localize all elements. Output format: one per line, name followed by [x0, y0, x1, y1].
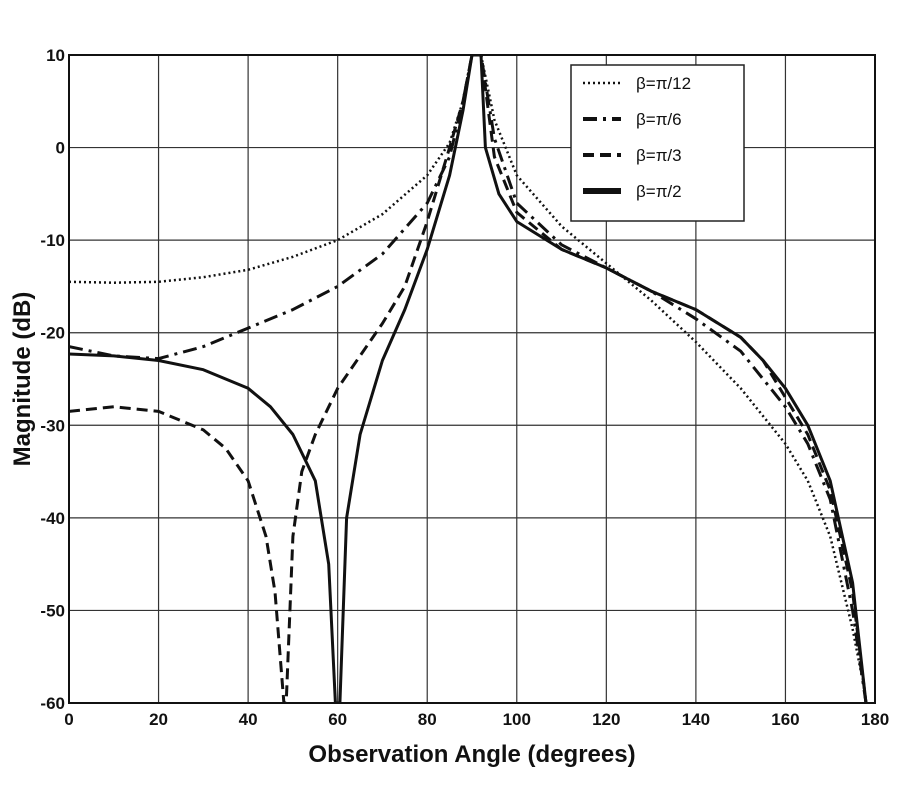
legend-label: β=π/6	[636, 110, 682, 129]
x-tick-label: 120	[592, 710, 620, 729]
legend: β=π/12 β=π/6 β=π/3 β=π/2	[570, 64, 745, 222]
y-tick-label: 0	[56, 139, 65, 158]
y-tick-label: -20	[40, 324, 65, 343]
tick-labels: 0 20 40 60 80 100 120 140 160 180100-10-20-30-40-…	[40, 46, 889, 729]
y-tick-label: -10	[40, 231, 65, 250]
x-tick-label: 80	[418, 710, 437, 729]
legend-label: β=π/3	[636, 146, 682, 165]
x-tick-label: 40	[239, 710, 258, 729]
x-tick-label: 140	[682, 710, 710, 729]
x-tick-label: 60	[328, 710, 347, 729]
y-tick-label: -50	[40, 601, 65, 620]
x-tick-label: 0	[64, 710, 73, 729]
x-axis-label: Observation Angle (degrees)	[308, 741, 635, 768]
y-tick-label: -60	[40, 694, 65, 713]
y-tick-label: -30	[40, 416, 65, 435]
series-line-1	[69, 55, 868, 703]
x-tick-label: 20	[149, 710, 168, 729]
grid	[68, 54, 876, 704]
legend-box	[570, 64, 745, 222]
x-tick-label: 160	[771, 710, 799, 729]
y-tick-label: 10	[46, 46, 65, 65]
x-tick-label: 180	[861, 710, 889, 729]
x-tick-label: 100	[503, 710, 531, 729]
plot-frame	[68, 54, 876, 704]
y-tick-label: -40	[40, 509, 65, 528]
y-axis-label: Magnitude (dB)	[9, 292, 36, 467]
curves	[69, 55, 868, 703]
series-line-2	[69, 55, 868, 703]
series-line-3	[69, 55, 868, 703]
series-line-0	[69, 55, 863, 676]
legend-label: β=π/12	[636, 74, 691, 93]
legend-label: β=π/2	[636, 182, 682, 201]
